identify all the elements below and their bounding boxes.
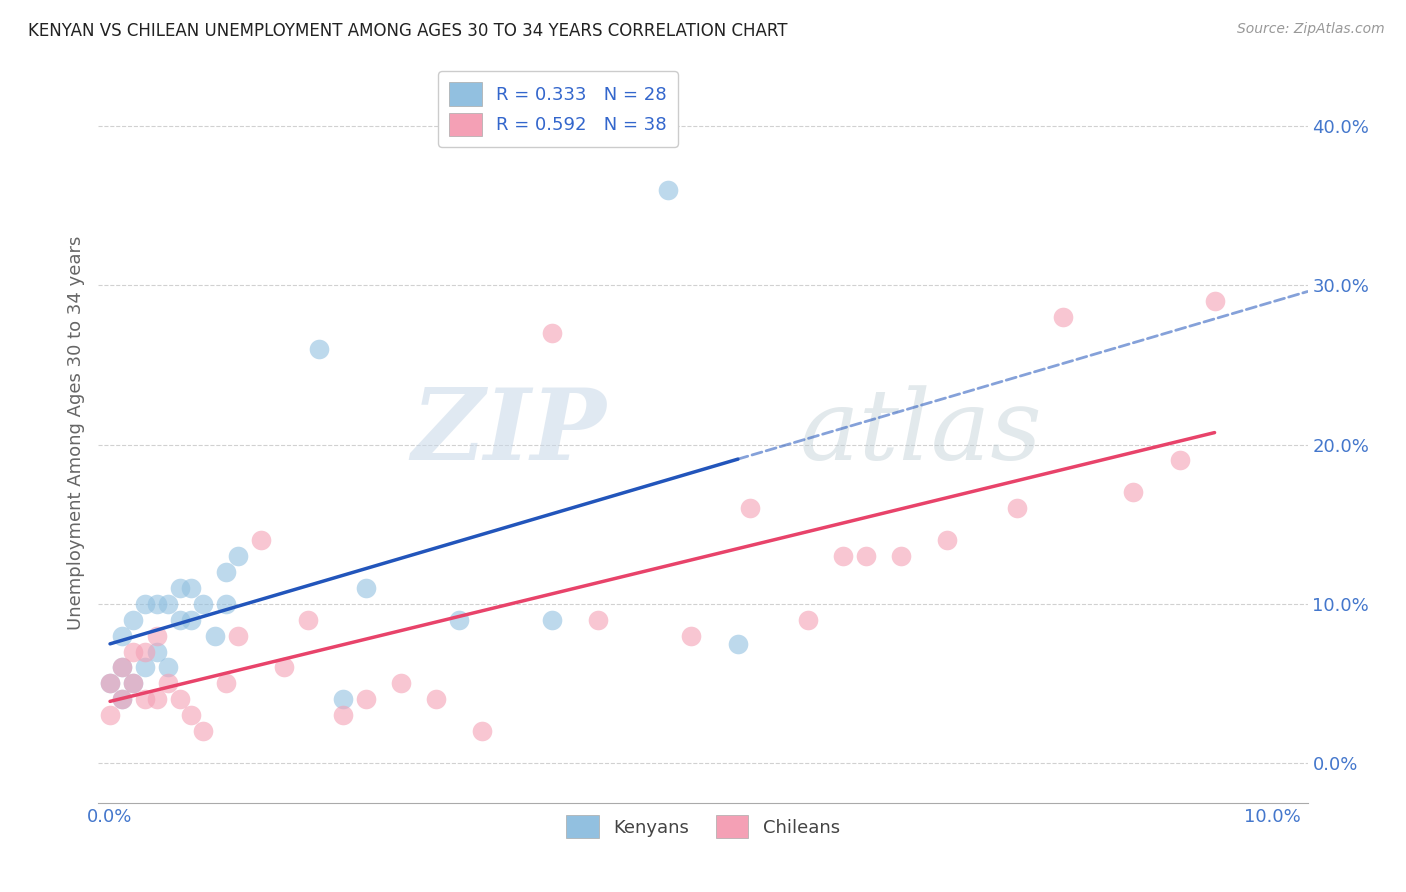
Point [191, 724, 214, 739]
Point [111, 660, 134, 674]
Point [226, 549, 249, 563]
Point [215, 597, 238, 611]
Point [180, 708, 202, 723]
Point [98, 676, 121, 690]
Point [681, 629, 703, 643]
Point [157, 597, 180, 611]
Point [250, 533, 273, 547]
Point [145, 597, 167, 611]
Point [145, 629, 167, 643]
Point [157, 660, 180, 674]
Point [308, 342, 330, 356]
Point [425, 692, 447, 706]
Point [204, 629, 226, 643]
Point [226, 629, 249, 643]
Text: atlas: atlas [800, 385, 1042, 480]
Point [157, 676, 180, 690]
Point [727, 637, 749, 651]
Point [122, 676, 145, 690]
Point [215, 676, 238, 690]
Point [215, 565, 238, 579]
Point [111, 692, 134, 706]
Point [890, 549, 912, 563]
Point [98, 708, 121, 723]
Point [1005, 501, 1028, 516]
Point [145, 692, 167, 706]
Point [134, 597, 156, 611]
Point [936, 533, 959, 547]
Point [471, 724, 494, 739]
Point [169, 581, 191, 595]
Point [273, 660, 295, 674]
Point [540, 613, 562, 627]
Point [332, 692, 354, 706]
Point [191, 597, 214, 611]
Point [447, 613, 470, 627]
Point [134, 644, 156, 658]
Point [738, 501, 761, 516]
Point [111, 692, 134, 706]
Point [354, 581, 377, 595]
Point [354, 692, 377, 706]
Point [169, 692, 191, 706]
Point [1122, 485, 1144, 500]
Point [855, 549, 877, 563]
Point [332, 708, 354, 723]
Point [297, 613, 319, 627]
Point [657, 183, 679, 197]
Point [134, 692, 156, 706]
Text: KENYAN VS CHILEAN UNEMPLOYMENT AMONG AGES 30 TO 34 YEARS CORRELATION CHART: KENYAN VS CHILEAN UNEMPLOYMENT AMONG AGE… [28, 22, 787, 40]
Point [180, 581, 202, 595]
Legend: Kenyans, Chileans: Kenyans, Chileans [558, 808, 848, 846]
Point [588, 613, 610, 627]
Point [98, 676, 121, 690]
Point [122, 676, 145, 690]
Point [540, 326, 562, 340]
Point [122, 644, 145, 658]
Point [389, 676, 412, 690]
Point [145, 644, 167, 658]
Point [831, 549, 853, 563]
Point [796, 613, 818, 627]
Point [180, 613, 202, 627]
Point [1204, 294, 1226, 309]
Point [1168, 453, 1191, 467]
Point [134, 660, 156, 674]
Text: Source: ZipAtlas.com: Source: ZipAtlas.com [1237, 22, 1385, 37]
Point [111, 629, 134, 643]
Text: ZIP: ZIP [412, 384, 606, 481]
Point [169, 613, 191, 627]
Point [1052, 310, 1074, 325]
Y-axis label: Unemployment Among Ages 30 to 34 years: Unemployment Among Ages 30 to 34 years [66, 235, 84, 630]
Point [122, 613, 145, 627]
Point [111, 660, 134, 674]
